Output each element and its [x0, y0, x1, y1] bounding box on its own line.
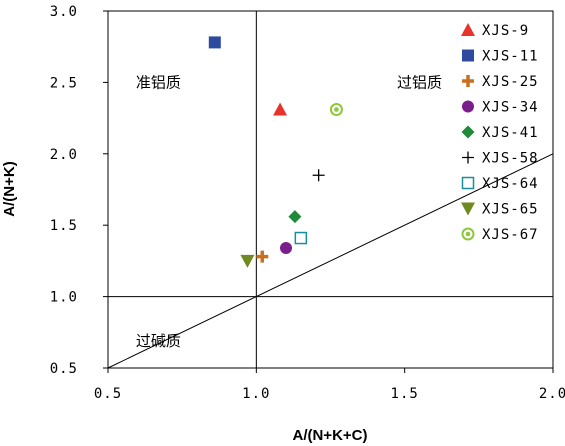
- legend-marker-xjs-58: [462, 151, 474, 164]
- legend-label-xjs-25: XJS-25: [482, 74, 539, 90]
- legend-label-xjs-67: XJS-67: [482, 227, 539, 243]
- legend-label-xjs-58: XJS-58: [482, 151, 539, 167]
- legend-marker-xjs-41: [461, 125, 475, 139]
- legend-marker-xjs-9: [461, 23, 475, 36]
- y-tick-label: 1.5: [50, 218, 78, 234]
- y-tick-label: 0.5: [50, 361, 78, 377]
- axis-ticks: 0.5 1.0 1.5 2.0 0.5 1.0 1.5 2.0 2.5 3.0: [50, 4, 565, 402]
- x-tick-label: 1.5: [391, 386, 419, 402]
- legend-label-xjs-64: XJS-64: [482, 176, 539, 192]
- data-point-xjs-64: [294, 231, 308, 245]
- data-point-xjs-67: [329, 103, 343, 117]
- reference-lines: [107, 11, 554, 369]
- y-tick-label: 2.5: [50, 75, 78, 91]
- legend-marker-xjs-64: [461, 176, 475, 190]
- region-label: 过铝质: [397, 73, 442, 91]
- x-tick-label: 0.5: [94, 386, 122, 402]
- x-axis-title: A/(N+K+C): [292, 427, 367, 444]
- data-point-xjs-65: [240, 254, 255, 268]
- region-label: 过碱质: [136, 332, 181, 350]
- data-point-xjs-9: [273, 102, 288, 116]
- data-point-xjs-58: [312, 169, 325, 182]
- legend-marker-xjs-11: [462, 49, 474, 62]
- data-point-xjs-41: [288, 210, 302, 224]
- y-tick-label: 3.0: [50, 4, 78, 20]
- plot-area-frame: [107, 10, 554, 369]
- reference-line-diagonal: [107, 153, 554, 369]
- legend-label-xjs-9: XJS-9: [482, 23, 529, 39]
- data-point-xjs-34: [280, 242, 292, 255]
- y-tick-label: 1.0: [50, 290, 78, 306]
- legend-marker-xjs-25: [462, 75, 474, 87]
- legend: XJS-9 XJS-11 XJS-25 XJS-34 XJS-41 XJS-58 XJS-6…: [461, 23, 539, 243]
- legend-label-xjs-34: XJS-34: [482, 100, 539, 116]
- data-point-xjs-25: [256, 250, 269, 263]
- y-axis-title: A/(N+K): [1, 161, 18, 216]
- legend-label-xjs-11: XJS-11: [482, 49, 539, 65]
- data-point-xjs-11: [208, 36, 221, 49]
- legend-label-xjs-41: XJS-41: [482, 125, 539, 141]
- x-tick-label: 1.0: [242, 386, 270, 402]
- y-tick-label: 2.0: [50, 147, 78, 163]
- legend-marker-xjs-65: [461, 202, 475, 216]
- region-label: 准铝质: [136, 73, 181, 91]
- data-points: [208, 36, 343, 268]
- legend-label-xjs-65: XJS-65: [482, 202, 539, 218]
- x-tick-label: 2.0: [539, 386, 565, 402]
- legend-marker-xjs-34: [462, 100, 474, 113]
- legend-marker-xjs-67: [461, 227, 475, 241]
